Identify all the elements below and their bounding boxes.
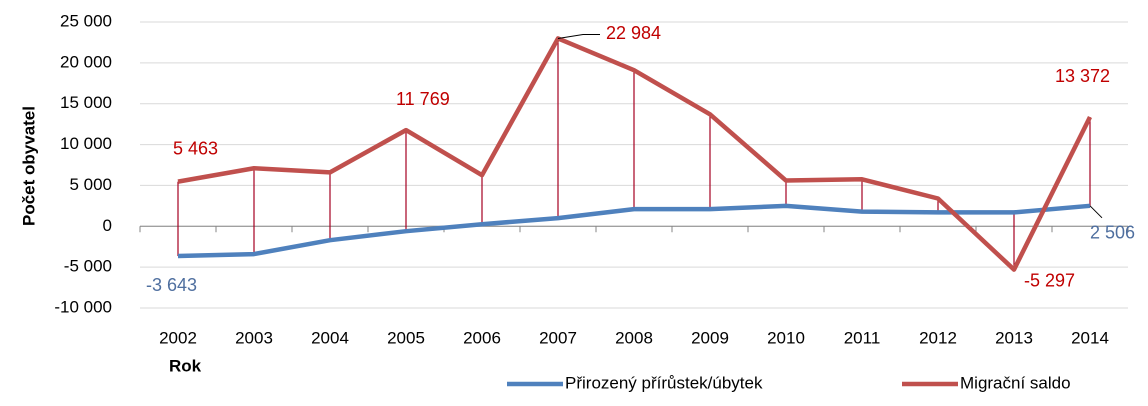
data-label: -5 297 xyxy=(1024,270,1075,290)
x-tick-label: 2003 xyxy=(235,328,273,347)
x-tick-label: 2005 xyxy=(387,328,425,347)
x-tick-label: 2010 xyxy=(767,328,805,347)
label-leader xyxy=(557,33,600,39)
x-tick-label: 2002 xyxy=(159,328,197,347)
y-tick-label: 10 000 xyxy=(60,134,112,153)
data-label: 13 372 xyxy=(1055,66,1110,86)
x-tick-label: 2009 xyxy=(691,328,729,347)
x-tick-label: 2011 xyxy=(844,328,881,347)
y-tick-label: 0 xyxy=(103,216,112,235)
x-tick-label: 2006 xyxy=(463,328,501,347)
data-label: 22 984 xyxy=(606,23,661,43)
y-tick-label: 15 000 xyxy=(60,93,112,112)
x-tick-label: 2008 xyxy=(615,328,653,347)
legend-label: Přirozený přírůstek/úbytek xyxy=(565,373,763,392)
y-tick-label: -5 000 xyxy=(64,257,112,276)
series-line xyxy=(177,36,1093,272)
x-tick-label: 2007 xyxy=(539,328,577,347)
y-tick-label: 20 000 xyxy=(60,52,112,71)
x-axis-label: Rok xyxy=(169,356,202,375)
x-tick-label: 2004 xyxy=(311,328,349,347)
data-label: 5 463 xyxy=(173,138,218,158)
series-line xyxy=(177,203,1091,259)
data-label: -3 643 xyxy=(146,275,197,295)
x-tick-label: 2014 xyxy=(1071,328,1109,347)
y-axis-label: Počet obyvatel xyxy=(19,106,38,226)
x-tick-label: 2013 xyxy=(995,328,1033,347)
data-label: 11 769 xyxy=(396,89,450,109)
y-tick-label: 5 000 xyxy=(69,175,112,194)
y-tick-label: 25 000 xyxy=(60,11,112,30)
data-label: 2 506 xyxy=(1090,223,1135,243)
x-tick-label: 2012 xyxy=(919,328,957,347)
label-leader xyxy=(1089,205,1103,219)
y-tick-label: -10 000 xyxy=(54,297,112,316)
legend-label: Migrační saldo xyxy=(960,373,1071,392)
